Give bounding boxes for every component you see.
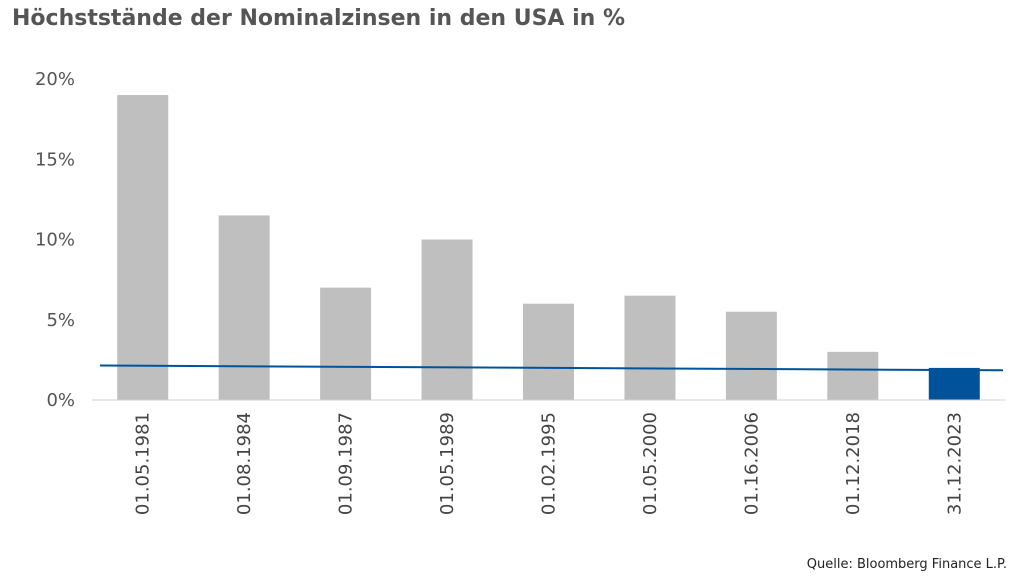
y-tick-label: 20% <box>35 69 75 90</box>
bar <box>421 239 473 400</box>
y-tick-label: 5% <box>46 310 75 331</box>
x-tick-label: 31.12.2023 <box>944 412 965 515</box>
x-tick-label: 01.05.1981 <box>133 412 154 515</box>
x-tick-label: 01.12.2018 <box>843 412 864 515</box>
x-tick-label: 01.05.2000 <box>640 412 661 515</box>
x-tick-label: 01.02.1995 <box>539 412 560 515</box>
x-tick-label: 01.16.2006 <box>741 412 762 515</box>
x-tick-label: 01.09.1987 <box>336 412 357 515</box>
bar <box>827 351 879 400</box>
y-tick-label: 15% <box>35 149 75 170</box>
x-tick-label: 01.05.1989 <box>437 412 458 515</box>
x-tick-label: 01.08.1984 <box>234 412 255 515</box>
bar <box>624 295 676 400</box>
y-axis-ticks: 0% 5% 10% 15% 20% <box>35 69 75 411</box>
y-tick-label: 0% <box>46 390 75 411</box>
bar <box>218 215 270 400</box>
trend-line <box>99 364 1004 372</box>
bar <box>928 367 980 400</box>
x-axis-labels: 01.05.1981 01.08.1984 01.09.1987 01.05.1989… <box>133 412 966 515</box>
bars <box>117 95 980 401</box>
y-tick-label: 10% <box>35 230 75 251</box>
chart-title: Höchststände der Nominalzinsen in den US… <box>12 6 626 31</box>
source-note: Quelle: Bloomberg Finance L.P. <box>806 557 1007 572</box>
bar <box>117 95 169 401</box>
bar <box>523 303 574 400</box>
bar <box>725 311 777 400</box>
bar <box>320 287 372 400</box>
